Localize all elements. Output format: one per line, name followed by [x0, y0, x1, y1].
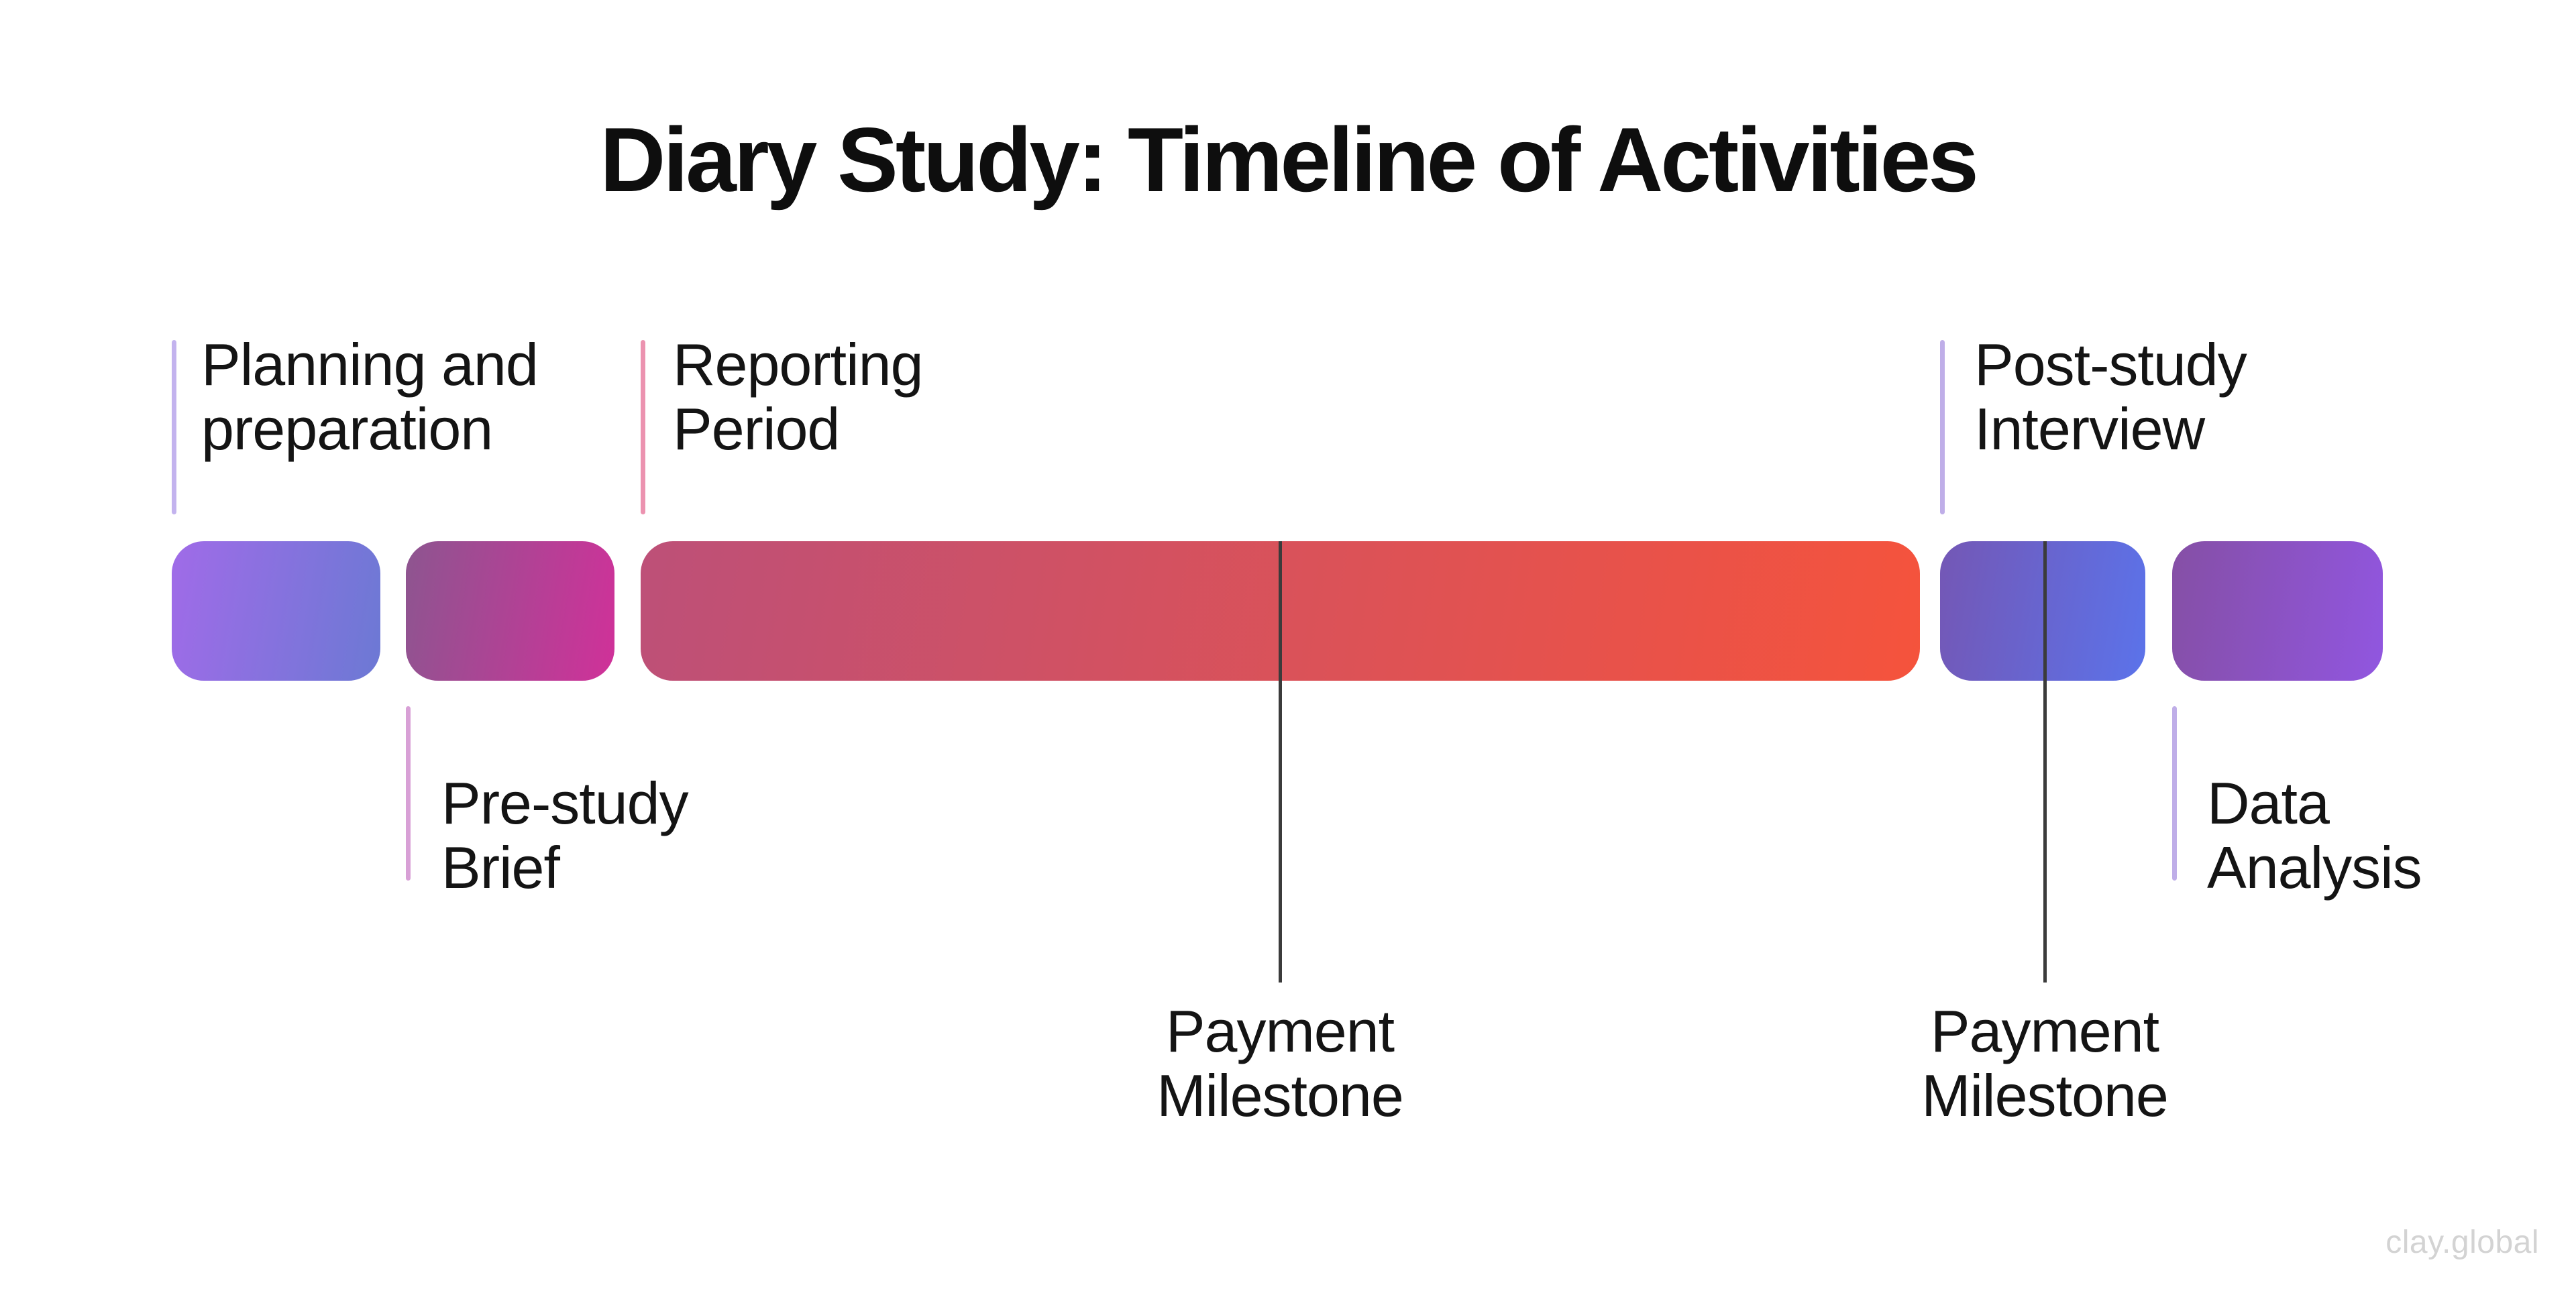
segment-post-study-interview: [1940, 541, 2145, 681]
post-study-label-tick: [1940, 340, 1945, 514]
payment-milestone-line-1: [1279, 541, 1282, 983]
reporting-label-tick: [641, 340, 645, 514]
segment-pre-study-brief: [406, 541, 614, 681]
payment-milestone-label-2: Payment Milestone: [1921, 998, 2169, 1129]
data-analysis-label-tick: [2172, 706, 2177, 881]
pre-study-label-tick: [406, 706, 411, 881]
planning-and-preparation-label: Planning and preparation: [201, 331, 539, 462]
clay-global-watermark: clay.global: [2385, 1225, 2539, 1260]
pre-study-brief-label: Pre-study Brief: [441, 770, 689, 901]
segment-planning-and-preparation: [172, 541, 380, 681]
page-title: Diary Study: Timeline of Activities: [600, 109, 1979, 211]
payment-milestone-label-1: Payment Milestone: [1157, 998, 1404, 1129]
payment-milestone-line-2: [2043, 541, 2047, 983]
post-study-interview-label: Post-study Interview: [1974, 331, 2247, 462]
data-analysis-label: Data Analysis: [2207, 770, 2422, 901]
segment-data-analysis: [2172, 541, 2383, 681]
reporting-period-label: Reporting Period: [673, 331, 924, 462]
planning-label-tick: [172, 340, 176, 514]
